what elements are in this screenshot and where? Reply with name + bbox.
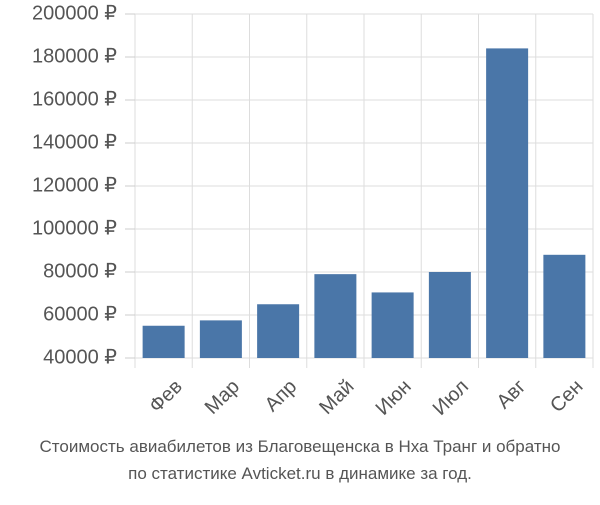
x-tick-label: Авг [493,376,531,414]
y-tick-label: 160000 ₽ [32,88,117,110]
x-tick-label: Фев [145,376,187,418]
x-tick-label: Мар [201,376,244,419]
x-tick-label: Июн [372,376,416,420]
bar [142,325,185,358]
y-tick-label: 80000 ₽ [43,260,117,282]
x-tick-label: Апр [261,376,302,417]
x-tick-label: Сен [546,376,587,417]
x-tick-label: Июл [429,376,473,420]
y-tick-label: 140000 ₽ [32,131,117,153]
y-tick-label: 180000 ₽ [32,45,117,67]
bar [543,254,586,358]
bar [314,274,357,358]
bar [428,272,471,358]
y-tick-label: 40000 ₽ [43,346,117,368]
y-tick-label: 120000 ₽ [32,174,117,196]
x-tick-label: Май [315,376,358,419]
bar [257,304,300,358]
bar [371,292,414,358]
bar [199,320,242,358]
y-tick-label: 200000 ₽ [32,2,117,24]
y-tick-label: 100000 ₽ [32,217,117,239]
bar [486,48,529,359]
chart-title: Стоимость авиабилетов из Благовещенска в… [40,437,561,456]
y-tick-label: 60000 ₽ [43,303,117,325]
chart-subtitle: по статистике Avticket.ru в динамике за … [128,464,472,483]
